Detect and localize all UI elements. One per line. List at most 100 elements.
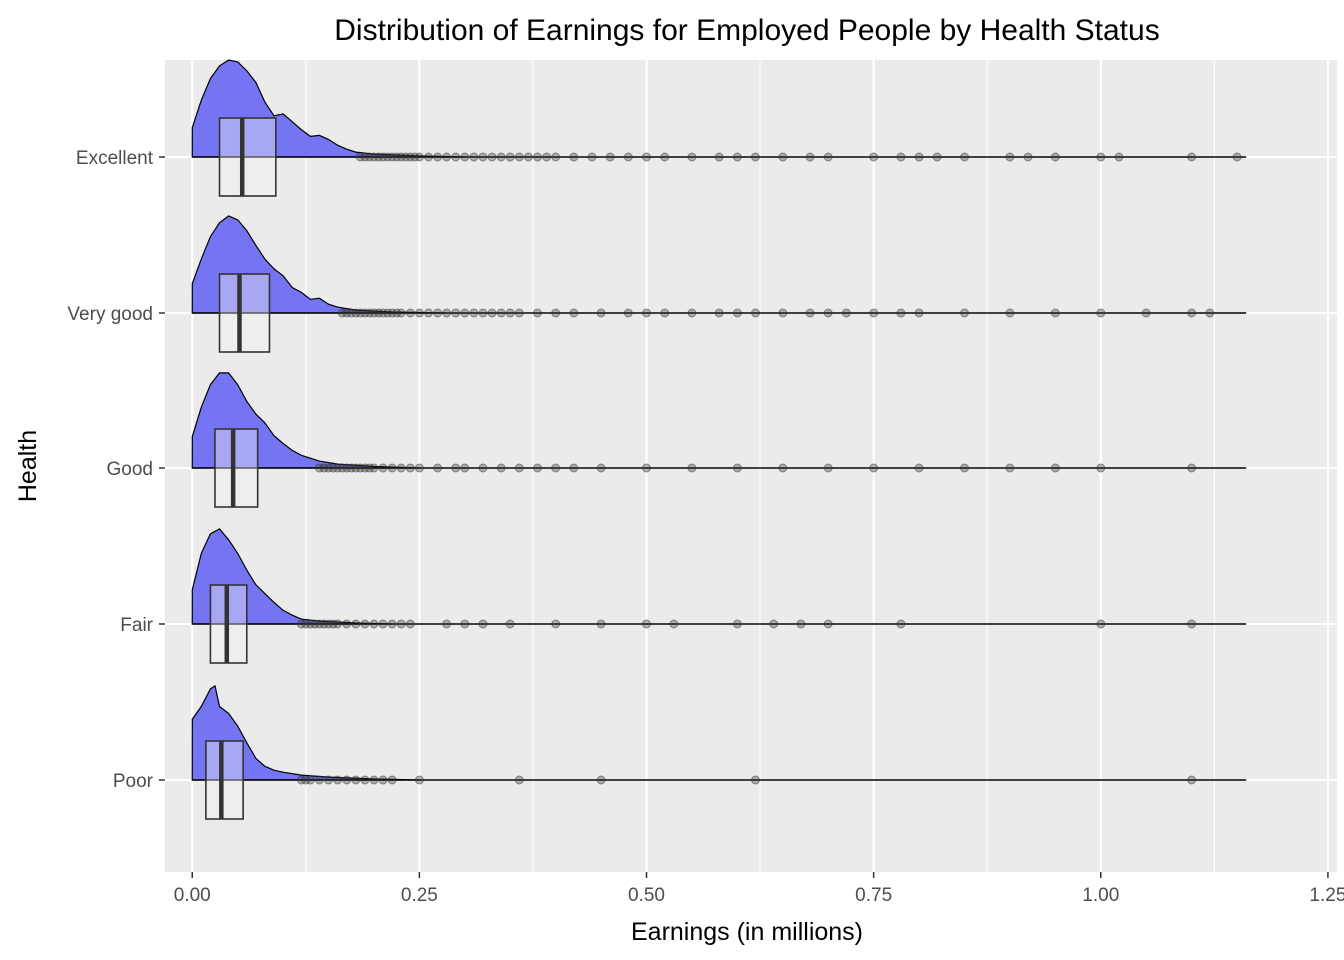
point-good-29 [687, 463, 697, 473]
chart-title: Distribution of Earnings for Employed Pe… [334, 14, 1159, 47]
point-very-good-27 [533, 308, 542, 318]
point-poor-3 [314, 775, 324, 785]
point-good-0 [314, 463, 324, 473]
point-fair-1 [301, 619, 311, 629]
point-good-35 [960, 463, 969, 473]
point-good-24 [533, 463, 542, 473]
point-fair-17 [442, 619, 452, 629]
point-poor-12 [414, 775, 424, 785]
point-very-good-22 [478, 308, 488, 318]
point-very-good-18 [442, 308, 452, 318]
point-excellent-33 [642, 152, 651, 162]
point-good-30 [732, 463, 742, 473]
point-good-20 [460, 463, 470, 473]
point-good-16 [405, 463, 415, 473]
point-good-17 [414, 463, 424, 473]
point-excellent-38 [751, 152, 760, 162]
point-very-good-19 [451, 308, 461, 318]
point-good-28 [642, 463, 651, 473]
box-very-good [218, 273, 271, 353]
point-very-good-20 [460, 308, 470, 318]
point-poor-13 [514, 775, 524, 785]
point-excellent-9 [396, 152, 406, 162]
point-excellent-7 [387, 152, 397, 162]
point-good-15 [396, 463, 406, 473]
point-fair-19 [478, 619, 488, 629]
point-very-good-21 [469, 308, 479, 318]
point-fair-10 [351, 619, 361, 629]
point-poor-5 [333, 775, 343, 785]
point-very-good-51 [1205, 308, 1215, 318]
point-very-good-9 [378, 308, 388, 318]
point-very-good-45 [960, 308, 969, 318]
point-poor-15 [751, 775, 760, 785]
point-very-good-23 [487, 308, 497, 318]
point-fair-25 [732, 619, 742, 629]
point-fair-30 [1096, 619, 1106, 629]
point-excellent-42 [869, 152, 879, 162]
point-poor-14 [596, 775, 606, 785]
box-good [214, 428, 259, 508]
point-excellent-14 [424, 152, 433, 162]
point-excellent-47 [1005, 152, 1015, 162]
point-excellent-12 [410, 152, 420, 162]
point-excellent-29 [569, 152, 579, 162]
point-fair-20 [505, 619, 515, 629]
point-poor-10 [378, 775, 388, 785]
point-poor-1 [301, 775, 311, 785]
point-excellent-27 [542, 152, 552, 162]
point-good-7 [346, 463, 356, 473]
point-excellent-21 [487, 152, 497, 162]
point-good-33 [869, 463, 879, 473]
point-very-good-44 [914, 308, 924, 318]
point-excellent-5 [378, 152, 388, 162]
point-excellent-36 [714, 152, 724, 162]
point-poor-4 [324, 775, 333, 785]
point-very-good-37 [751, 308, 760, 318]
point-poor-11 [387, 775, 397, 785]
point-fair-23 [642, 619, 651, 629]
y-tick-label-0: Excellent [76, 148, 154, 169]
point-excellent-30 [587, 152, 597, 162]
point-excellent-50 [1096, 152, 1106, 162]
density-excellent [191, 59, 465, 158]
x-tick-label-3: 0.75 [855, 885, 892, 906]
point-very-good-28 [551, 308, 561, 318]
point-good-2 [324, 463, 333, 473]
point-very-good-15 [414, 308, 424, 318]
point-fair-24 [669, 619, 679, 629]
point-fair-6 [324, 619, 333, 629]
point-poor-8 [360, 775, 370, 785]
point-excellent-40 [805, 152, 815, 162]
point-fair-18 [460, 619, 470, 629]
density-good [191, 372, 420, 469]
box-poor [205, 740, 244, 820]
point-excellent-41 [823, 152, 833, 162]
point-very-good-13 [396, 308, 406, 318]
point-fair-14 [387, 619, 397, 629]
x-tick-label-0: 0.00 [174, 885, 211, 906]
point-very-good-31 [623, 308, 633, 318]
point-excellent-28 [551, 152, 561, 162]
box-excellent [218, 117, 277, 197]
point-excellent-51 [1114, 152, 1124, 162]
x-axis-title: Earnings (in millions) [631, 918, 863, 946]
point-good-27 [596, 463, 606, 473]
point-poor-16 [1187, 775, 1197, 785]
point-good-19 [451, 463, 461, 473]
point-excellent-15 [433, 152, 443, 162]
outlier-points [192, 152, 1247, 785]
point-fair-4 [314, 619, 324, 629]
point-very-good-46 [1005, 308, 1015, 318]
point-excellent-52 [1187, 152, 1197, 162]
point-excellent-20 [478, 152, 488, 162]
point-fair-31 [1187, 619, 1197, 629]
point-excellent-24 [514, 152, 524, 162]
point-fair-29 [896, 619, 906, 629]
point-good-23 [514, 463, 524, 473]
point-excellent-16 [442, 152, 452, 162]
y-tick-label-4: Poor [113, 771, 154, 792]
point-good-12 [369, 463, 379, 473]
point-good-36 [1005, 463, 1015, 473]
point-excellent-13 [414, 152, 424, 162]
